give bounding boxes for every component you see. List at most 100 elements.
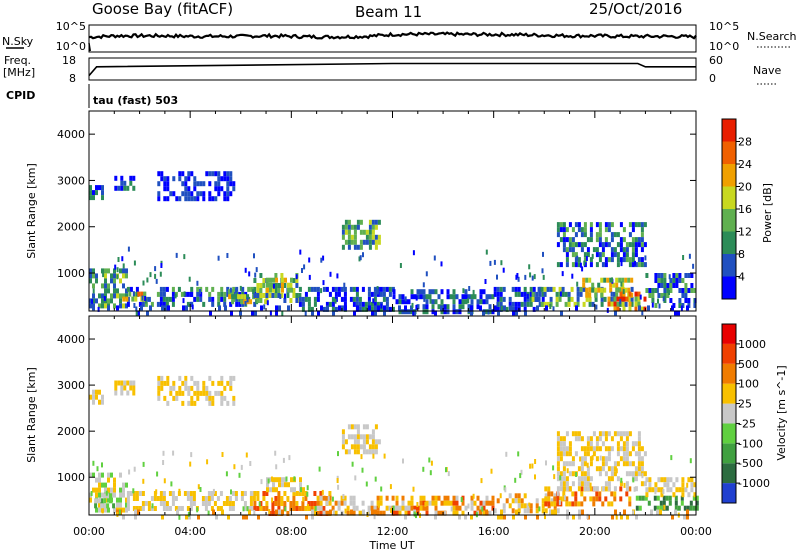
data-cell (349, 500, 353, 506)
data-cell (625, 242, 629, 248)
data-cell (365, 424, 369, 430)
data-cell (371, 234, 375, 240)
data-cell (437, 294, 441, 300)
data-cell (598, 222, 602, 228)
data-cell (196, 181, 200, 187)
data-cell (425, 500, 429, 506)
data-cell (215, 514, 218, 520)
data-cell (663, 298, 667, 303)
data-cell (356, 429, 360, 435)
data-cell (579, 286, 583, 292)
colorbar-swatch (722, 209, 736, 232)
data-cell (204, 506, 208, 511)
data-cell (648, 477, 652, 483)
data-cell (353, 239, 357, 245)
data-cell (580, 481, 584, 487)
data-cell (371, 239, 375, 245)
data-cell (220, 286, 224, 292)
data-cell (496, 498, 500, 504)
data-cell (175, 196, 179, 202)
data-cell (616, 431, 620, 437)
data-cell (529, 272, 532, 278)
data-cell (352, 296, 356, 302)
data-cell (365, 481, 368, 487)
data-cell (321, 489, 324, 495)
data-cell (349, 286, 353, 292)
data-cell (334, 286, 338, 292)
data-cell (684, 293, 688, 298)
data-cell (228, 294, 232, 300)
data-cell (225, 471, 228, 477)
data-cell (585, 277, 589, 283)
data-cell (565, 247, 569, 253)
data-cell (307, 306, 311, 312)
data-cell (529, 508, 533, 514)
data-cell (159, 501, 163, 506)
data-cell (113, 482, 116, 488)
data-cell (249, 496, 253, 501)
data-cell (277, 491, 281, 496)
data-cell (410, 500, 414, 506)
data-cell (302, 487, 305, 493)
data-cell (125, 482, 128, 488)
data-cell (89, 497, 92, 503)
data-cell (367, 510, 371, 516)
data-cell (193, 296, 197, 302)
data-cell (225, 501, 229, 506)
data-cell (440, 289, 444, 295)
data-cell (643, 296, 647, 302)
data-cell (616, 262, 620, 268)
data-cell (116, 502, 119, 508)
data-cell (356, 449, 360, 455)
data-cell (166, 186, 170, 192)
data-cell (113, 278, 116, 284)
data-cell (205, 385, 209, 391)
data-cell (485, 495, 489, 501)
data-cell (640, 232, 644, 238)
data-cell (485, 299, 489, 305)
data-cell (553, 493, 557, 499)
data-cell (301, 301, 305, 307)
data-cell (202, 380, 206, 386)
data-cell (373, 301, 377, 307)
colorbar-swatch (722, 403, 736, 424)
data-cell (166, 400, 170, 406)
data-cell (410, 505, 414, 511)
data-cell (337, 500, 341, 506)
colorbar-tick-label: 1000 (738, 338, 766, 351)
data-cell (541, 291, 545, 297)
data-cell (325, 301, 329, 307)
data-cell (217, 176, 221, 182)
data-cell (529, 463, 532, 469)
freq-panel-frame (88, 57, 697, 81)
data-cell (220, 176, 224, 182)
data-cell (379, 510, 383, 516)
data-cell (177, 286, 181, 292)
data-cell (232, 395, 236, 401)
data-cell (116, 274, 119, 280)
data-cell (637, 296, 641, 302)
data-cell (344, 449, 348, 455)
data-cell (464, 505, 468, 511)
data-cell (283, 283, 287, 288)
data-cell (660, 273, 664, 278)
data-cell (631, 247, 635, 253)
data-cell (610, 466, 614, 472)
data-cell (169, 385, 173, 391)
data-cell (269, 477, 272, 483)
data-cell (431, 289, 435, 295)
data-cell (97, 306, 100, 312)
data-cell (388, 306, 392, 312)
data-cell (496, 301, 499, 307)
data-cell (341, 305, 344, 311)
data-cell (159, 301, 163, 307)
data-cell (190, 191, 194, 197)
data-cell (479, 305, 482, 311)
data-cell (443, 500, 447, 506)
data-cell (132, 496, 136, 501)
data-cell (422, 500, 426, 506)
data-cell (372, 298, 375, 304)
data-cell (120, 185, 124, 191)
data-cell (277, 501, 281, 506)
data-cell (470, 495, 474, 501)
